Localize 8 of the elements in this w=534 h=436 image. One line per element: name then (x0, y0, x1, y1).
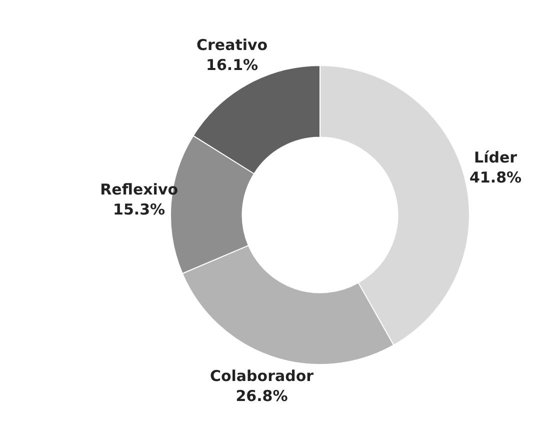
data-label: 16.1% (206, 56, 258, 74)
slice-label: Creativo (196, 36, 268, 54)
slice-label: Reflexivo (100, 180, 178, 199)
slice-label: Colaborador (210, 366, 314, 385)
data-label: 41.8% (469, 168, 522, 187)
data-label: 26.8% (236, 386, 288, 405)
data-label: 15.3% (113, 200, 166, 219)
slice-label: Líder (474, 148, 518, 167)
